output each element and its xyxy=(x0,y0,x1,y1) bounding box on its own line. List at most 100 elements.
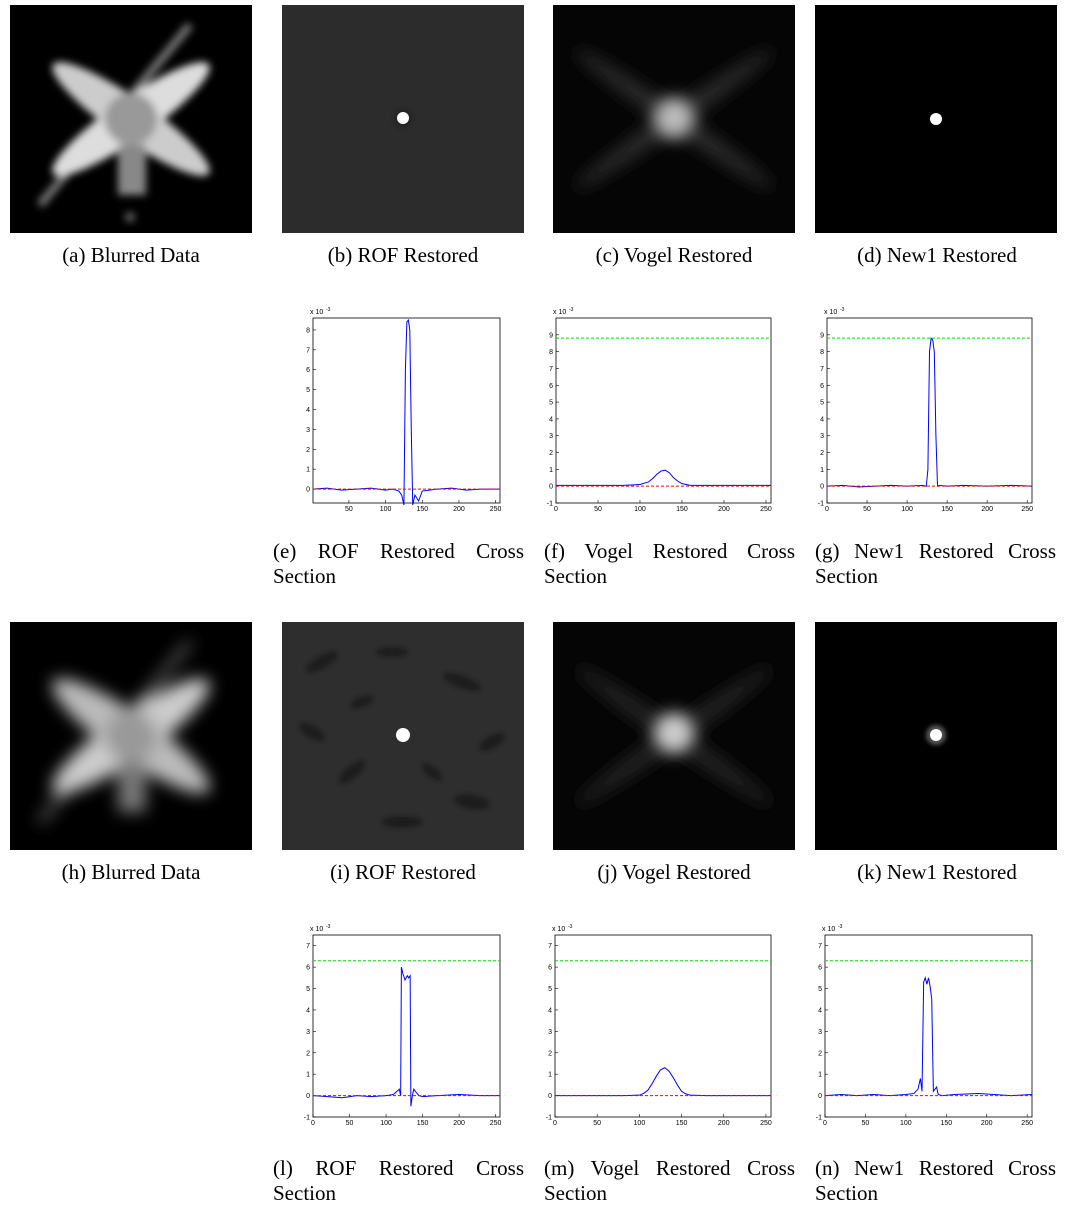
y-tick-label: 4 xyxy=(548,1007,552,1014)
caption: (a) Blurred Data xyxy=(62,243,200,267)
x-tick-label: 50 xyxy=(594,506,602,513)
y-tick-label: 3 xyxy=(306,427,310,434)
caption: (j) Vogel Restored xyxy=(597,860,751,884)
y-tick-label: 5 xyxy=(306,986,310,993)
y-tick-label: 5 xyxy=(549,400,553,407)
plot-frame xyxy=(824,934,1033,1118)
y-tick-label: 2 xyxy=(549,450,553,457)
y-tick-label: -1 xyxy=(816,1115,822,1122)
y-tick-label: 0 xyxy=(820,484,824,491)
y-tick-label: 0 xyxy=(548,1093,552,1100)
y-tick-label: 0 xyxy=(306,1093,310,1100)
y-tick-label: -1 xyxy=(818,501,824,508)
axis-multiplier: x 10 xyxy=(310,309,323,316)
axis-multiplier: x 10 xyxy=(552,926,565,933)
x-tick-label: 200 xyxy=(981,1120,993,1127)
x-tick-label: 100 xyxy=(901,506,913,513)
y-tick-label: 7 xyxy=(549,366,553,373)
y-tick-label: -1 xyxy=(546,1115,552,1122)
y-tick-label: 4 xyxy=(820,416,824,423)
y-tick-label: 4 xyxy=(306,407,310,414)
y-tick-label: 6 xyxy=(548,965,552,972)
x-tick-label: 0 xyxy=(825,506,829,513)
y-tick-label: 1 xyxy=(548,1072,552,1079)
caption: (k) New1 Restored xyxy=(857,860,1017,884)
y-tick-label: 5 xyxy=(818,986,822,993)
y-tick-label: 7 xyxy=(306,943,310,950)
x-tick-label: 150 xyxy=(940,1120,952,1127)
data-line xyxy=(312,967,500,1107)
y-tick-label: 8 xyxy=(549,349,553,356)
y-tick-label: 9 xyxy=(820,332,824,339)
axis-multiplier-exponent: -3 xyxy=(569,307,574,313)
y-tick-label: 5 xyxy=(820,400,824,407)
x-tick-label: 50 xyxy=(345,506,353,513)
x-tick-label: 100 xyxy=(380,1120,392,1127)
x-tick-label: 150 xyxy=(676,506,688,513)
data-line xyxy=(556,469,771,486)
caption: (g) New1 Restored Cross Section xyxy=(815,539,1056,588)
y-tick-label: 2 xyxy=(820,450,824,457)
y-tick-label: 7 xyxy=(548,943,552,950)
image-blurred-data xyxy=(10,5,252,233)
caption: (e) ROF Restored Cross Section xyxy=(273,539,524,588)
axis-multiplier-exponent: -3 xyxy=(838,924,843,930)
x-tick-label: 50 xyxy=(593,1120,601,1127)
plot-frame xyxy=(555,317,772,504)
x-tick-label: 0 xyxy=(553,1120,557,1127)
image-rof-restored xyxy=(282,5,524,233)
y-tick-label: 0 xyxy=(549,484,553,491)
y-tick-label: 7 xyxy=(820,366,824,373)
y-tick-label: 1 xyxy=(306,1072,310,1079)
x-tick-label: 200 xyxy=(453,506,465,513)
x-tick-label: 200 xyxy=(453,1120,465,1127)
axis-multiplier-exponent: -3 xyxy=(326,924,331,930)
axis-multiplier-exponent: -3 xyxy=(840,307,845,313)
caption: (b) ROF Restored xyxy=(327,243,479,267)
y-tick-label: 3 xyxy=(306,1029,310,1036)
y-tick-label: 1 xyxy=(818,1072,822,1079)
x-tick-label: 100 xyxy=(380,506,392,513)
y-tick-label: 1 xyxy=(306,467,310,474)
x-tick-label: 250 xyxy=(1021,506,1033,513)
x-tick-label: 150 xyxy=(941,506,953,513)
caption: (m) Vogel Restored Cross Section xyxy=(544,1156,795,1205)
x-tick-label: 250 xyxy=(760,506,772,513)
axis-multiplier: x 10 xyxy=(553,309,566,316)
y-tick-label: 3 xyxy=(549,433,553,440)
x-tick-label: 150 xyxy=(416,506,428,513)
caption: (c) Vogel Restored xyxy=(595,243,753,267)
caption: (d) New1 Restored xyxy=(857,243,1017,267)
data-line xyxy=(555,1067,771,1097)
y-tick-label: 2 xyxy=(548,1050,552,1057)
y-tick-label: -1 xyxy=(547,501,553,508)
y-tick-label: 8 xyxy=(306,327,310,334)
x-tick-label: 50 xyxy=(346,1120,354,1127)
image-rof-restored xyxy=(282,622,524,850)
x-tick-label: 200 xyxy=(981,506,993,513)
y-tick-label: 6 xyxy=(820,383,824,390)
y-tick-label: 1 xyxy=(549,467,553,474)
y-tick-label: 9 xyxy=(549,332,553,339)
x-tick-label: 0 xyxy=(554,506,558,513)
x-tick-label: 250 xyxy=(760,1120,772,1127)
y-tick-label: 6 xyxy=(306,367,310,374)
y-tick-label: 1 xyxy=(820,467,824,474)
y-tick-label: 6 xyxy=(549,383,553,390)
x-tick-label: 150 xyxy=(676,1120,688,1127)
y-tick-label: 4 xyxy=(818,1007,822,1014)
y-tick-label: 0 xyxy=(306,487,310,494)
caption: (i) ROF Restored xyxy=(330,860,476,884)
x-tick-label: 0 xyxy=(311,1120,315,1127)
y-tick-label: 8 xyxy=(820,349,824,356)
y-tick-label: 6 xyxy=(818,965,822,972)
caption: (n) New1 Restored Cross Section xyxy=(815,1156,1056,1205)
plot-frame xyxy=(554,934,772,1118)
y-tick-label: 3 xyxy=(820,433,824,440)
image-vogel-restored xyxy=(553,622,795,850)
x-tick-label: 100 xyxy=(634,1120,646,1127)
y-tick-label: 3 xyxy=(818,1029,822,1036)
y-tick-label: 2 xyxy=(306,1050,310,1057)
